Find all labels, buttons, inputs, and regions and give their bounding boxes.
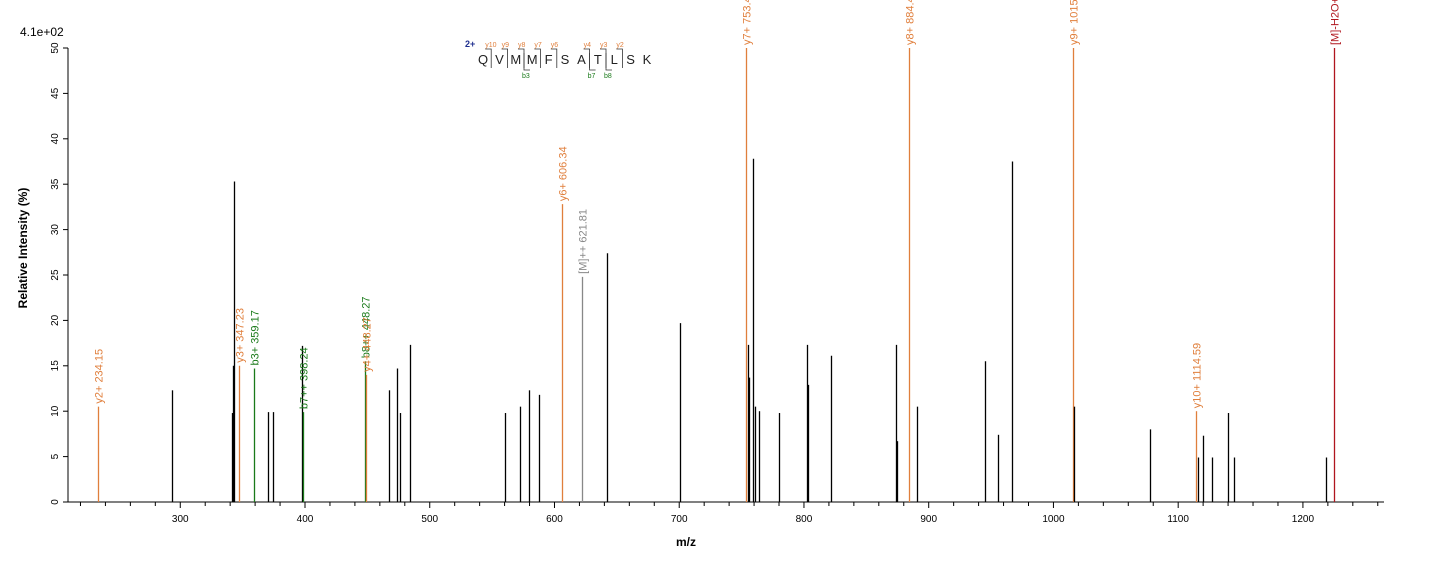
y-ion-label: y4 [584, 42, 592, 49]
sequence-residue: S [561, 52, 570, 67]
b-ion-bracket [589, 53, 596, 71]
sequence-charge: 2+ [465, 39, 475, 49]
sequence-residue: V [495, 52, 504, 67]
sequence-residue: L [611, 52, 618, 67]
y-tick-label: 0 [50, 499, 61, 505]
y-tick-label: 15 [50, 360, 61, 372]
peak-label: [M]-H2O+ 1224.60 [1330, 0, 1342, 45]
y-ion-label: y6 [551, 42, 559, 49]
y-ion-label: y7 [534, 42, 542, 49]
b-ion-label: b7 [588, 73, 596, 80]
y-tick-label: 30 [50, 224, 61, 236]
x-tick-label: 900 [920, 514, 937, 525]
peak-label: b8++ 448.27 [361, 296, 373, 358]
b-ion-bracket [605, 53, 612, 71]
y-ion-bracket [501, 48, 508, 68]
peak-label: y3+ 347.23 [235, 308, 247, 363]
b-ion-label: b3 [522, 73, 530, 80]
peak-label: y7+ 753.40 [742, 0, 754, 45]
x-tick-label: 400 [297, 514, 314, 525]
y-tick-label: 50 [50, 42, 61, 54]
sequence-residue: S [626, 52, 635, 67]
peak-label: y4+ 448.27 [362, 317, 374, 372]
x-tick-label: 1000 [1042, 514, 1065, 525]
peak-label: y8+ 884.46 [905, 0, 917, 45]
b-ion-label: b8 [604, 73, 612, 80]
intensity-scale-label: 4.1e+02 [20, 25, 64, 39]
y-ion-label: y8 [518, 42, 526, 49]
x-tick-label: 1200 [1292, 514, 1315, 525]
sequence-residue: Q [478, 52, 488, 67]
x-tick-label: 500 [421, 514, 438, 525]
y-tick-label: 40 [50, 133, 61, 145]
sequence-residue: F [545, 52, 553, 67]
peak-label: y6+ 606.34 [558, 146, 570, 201]
axes [67, 48, 1384, 503]
sequence-residue: T [594, 52, 602, 67]
peak-label: y10+ 1114.59 [1192, 343, 1204, 408]
sequence-residue: M [510, 52, 521, 67]
sequence-residue: K [643, 52, 652, 67]
y-tick-label: 45 [50, 87, 61, 99]
y-ion-label: y3 [600, 42, 608, 49]
y-ion-bracket [550, 48, 558, 68]
y-ion-bracket [534, 48, 541, 68]
peak-label: [M]++ 621.81 [578, 209, 590, 274]
y-ion-label: y9 [502, 42, 510, 49]
y-tick-label: 5 [50, 453, 61, 459]
x-axis-title: m/z [676, 535, 696, 549]
peak-label: y2+ 234.15 [94, 349, 106, 404]
y-axis-title: Relative Intensity (%) [16, 188, 30, 309]
y-ion-label: y10 [485, 42, 496, 49]
x-tick-label: 1100 [1167, 514, 1189, 525]
peak-label: b3+ 359.17 [250, 310, 262, 365]
sequence-residue: A [577, 52, 586, 67]
y-ion-bracket [616, 48, 623, 68]
x-tick-label: 800 [796, 514, 813, 525]
peak-label: b7++ 398.24 [299, 347, 311, 409]
x-tick-label: 300 [172, 514, 189, 525]
x-tick-label: 700 [671, 514, 688, 525]
y-tick-label: 20 [50, 314, 61, 326]
y-tick-label: 10 [50, 405, 61, 417]
y-ion-label: y2 [616, 42, 624, 49]
y-ion-bracket [485, 48, 492, 68]
b-ion-bracket [523, 53, 530, 71]
x-tick-label: 600 [546, 514, 563, 525]
sequence-residue: M [527, 52, 538, 67]
peak-label: y9+ 1015.50 [1069, 0, 1081, 45]
y-tick-label: 35 [50, 178, 61, 190]
y-tick-label: 25 [50, 269, 61, 281]
